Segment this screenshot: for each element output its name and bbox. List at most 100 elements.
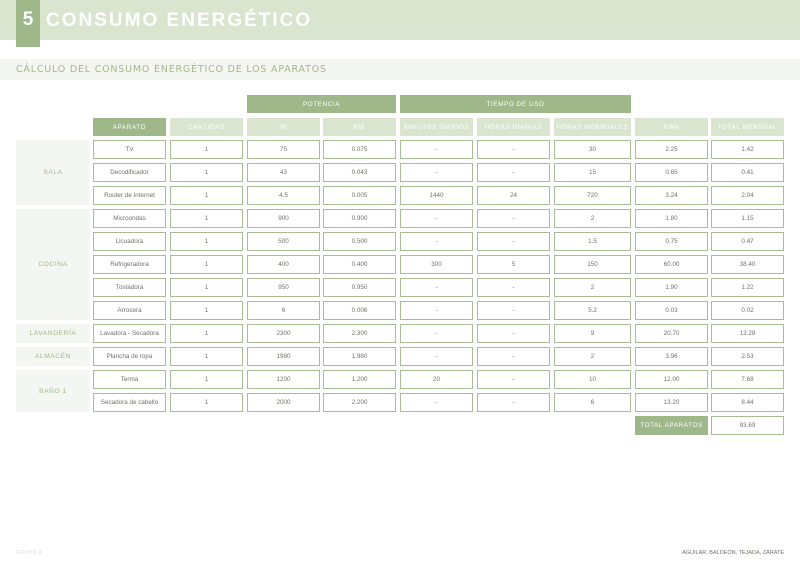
column-header-daily-hours: HORAS DIARIAS [477, 118, 550, 136]
table-cell-monthly-total: 8.44 [711, 393, 784, 412]
table-cell-daily-hours: - [477, 347, 550, 366]
table-cell-monthly-total: 38.40 [711, 255, 784, 274]
table-cell-monthly-hours: 150 [554, 255, 631, 274]
table-cell-watts: 1200 [247, 370, 320, 389]
table-cell-appliance: TV [93, 140, 166, 159]
column-header-kwh: KWh [635, 118, 708, 136]
table-cell-quantity: 1 [170, 163, 243, 182]
room-label-bano-1: BAÑO 1 [16, 370, 90, 412]
table-cell-appliance: Refrigeradora [93, 255, 166, 274]
table-cell-monthly-total: 13.28 [711, 324, 784, 343]
table-cell-kilowatts: 2.200 [323, 393, 396, 412]
table-cell-watts: 1980 [247, 347, 320, 366]
table-cell-daily-minutes: - [400, 347, 473, 366]
table-cell-daily-minutes: - [400, 324, 473, 343]
table-cell-daily-minutes: - [400, 232, 473, 251]
column-header-monthly-total: TOTAL MENSUAL [711, 118, 784, 136]
table-cell-quantity: 1 [170, 209, 243, 228]
table-cell-monthly-total: 2.53 [711, 347, 784, 366]
table-cell-monthly-hours: 2 [554, 278, 631, 297]
table-cell-daily-minutes: 300 [400, 255, 473, 274]
table-cell-appliance: Decodificador [93, 163, 166, 182]
table-cell-kilowatts: 2.300 [323, 324, 396, 343]
table-cell-daily-minutes: - [400, 140, 473, 159]
section-title-band [0, 59, 800, 80]
room-label-sala: SALA [16, 140, 90, 205]
section-number: 5 [22, 9, 34, 30]
table-cell-daily-hours: - [477, 393, 550, 412]
room-label-almacen: ALMACÉN [16, 347, 90, 366]
table-cell-watts: 900 [247, 209, 320, 228]
table-cell-kwh: 0.75 [635, 232, 708, 251]
table-cell-kilowatts: 1.980 [323, 347, 396, 366]
table-cell-daily-hours: - [477, 232, 550, 251]
table-cell-kilowatts: 0.400 [323, 255, 396, 274]
table-cell-monthly-total: 0.41 [711, 163, 784, 182]
table-cell-kwh: 3.96 [635, 347, 708, 366]
table-cell-appliance: Lavadora - Secadora [93, 324, 166, 343]
table-cell-daily-minutes: - [400, 393, 473, 412]
table-cell-quantity: 1 [170, 186, 243, 205]
table-cell-daily-hours: - [477, 370, 550, 389]
table-cell-watts: 2300 [247, 324, 320, 343]
table-cell-kilowatts: 0.500 [323, 232, 396, 251]
table-cell-daily-hours: - [477, 209, 550, 228]
table-cell-daily-minutes: 1440 [400, 186, 473, 205]
section-title: CÁLCULO DEL CONSUMO ENERGÉTICO DE LOS AP… [16, 64, 327, 75]
table-cell-appliance: Arrocera [93, 301, 166, 320]
table-cell-daily-minutes: 20 [400, 370, 473, 389]
table-cell-daily-hours: - [477, 324, 550, 343]
group-header-tiempo: TIEMPO DE USO [400, 95, 631, 113]
table-cell-watts: 950 [247, 278, 320, 297]
table-cell-monthly-total: 2.04 [711, 186, 784, 205]
table-cell-monthly-total: 7.68 [711, 370, 784, 389]
table-cell-appliance: Terma [93, 370, 166, 389]
room-label-cocina: COCINA [16, 209, 90, 320]
table-cell-monthly-hours: 6 [554, 393, 631, 412]
table-cell-appliance: Router de Internet [93, 186, 166, 205]
column-header-daily-minutes: MINUTOS DIARIOS [400, 118, 473, 136]
table-cell-appliance: Plancha de ropa [93, 347, 166, 366]
table-cell-quantity: 1 [170, 393, 243, 412]
footer-group: GRUPO 3 [16, 550, 43, 556]
table-cell-kilowatts: 0.075 [323, 140, 396, 159]
section-number-box: 5 [16, 0, 40, 47]
table-cell-kilowatts: 1.200 [323, 370, 396, 389]
footer-authors: AGUILAR, BALDEÓN, TEJADA, ZÁRATE [682, 550, 784, 556]
table-cell-monthly-hours: 15 [554, 163, 631, 182]
table-cell-kwh: 0.03 [635, 301, 708, 320]
column-header-watts: W [247, 118, 320, 136]
table-cell-monthly-hours: 9 [554, 324, 631, 343]
table-cell-appliance: Licuadora [93, 232, 166, 251]
table-cell-daily-minutes: - [400, 163, 473, 182]
table-cell-monthly-hours: 2 [554, 347, 631, 366]
table-cell-kwh: 2.25 [635, 140, 708, 159]
table-cell-kilowatts: 0.005 [323, 186, 396, 205]
column-header-quantity: CANTIDAD [170, 118, 243, 136]
table-cell-daily-hours: - [477, 278, 550, 297]
table-cell-quantity: 1 [170, 232, 243, 251]
header-band [0, 0, 800, 40]
table-cell-watts: 6 [247, 301, 320, 320]
table-cell-kwh: 0.65 [635, 163, 708, 182]
column-header-kilowatts: KW [323, 118, 396, 136]
table-cell-daily-hours: - [477, 301, 550, 320]
table-cell-watts: 400 [247, 255, 320, 274]
table-cell-monthly-total: 1.15 [711, 209, 784, 228]
table-cell-kwh: 13.20 [635, 393, 708, 412]
table-cell-quantity: 1 [170, 347, 243, 366]
table-cell-appliance: Secadora de cabello [93, 393, 166, 412]
table-cell-watts: 4.5 [247, 186, 320, 205]
table-cell-appliance: Tostadora [93, 278, 166, 297]
table-cell-monthly-total: 1.22 [711, 278, 784, 297]
table-cell-monthly-hours: 10 [554, 370, 631, 389]
total-value: 93.69 [711, 416, 784, 435]
table-cell-monthly-hours: 2 [554, 209, 631, 228]
table-cell-kwh: 60.00 [635, 255, 708, 274]
table-cell-daily-hours: 5 [477, 255, 550, 274]
table-cell-kilowatts: 0.900 [323, 209, 396, 228]
table-cell-appliance: Microondas [93, 209, 166, 228]
group-header-potencia: POTENCIA [247, 95, 396, 113]
table-cell-daily-hours: - [477, 140, 550, 159]
table-cell-monthly-hours: 1.5 [554, 232, 631, 251]
